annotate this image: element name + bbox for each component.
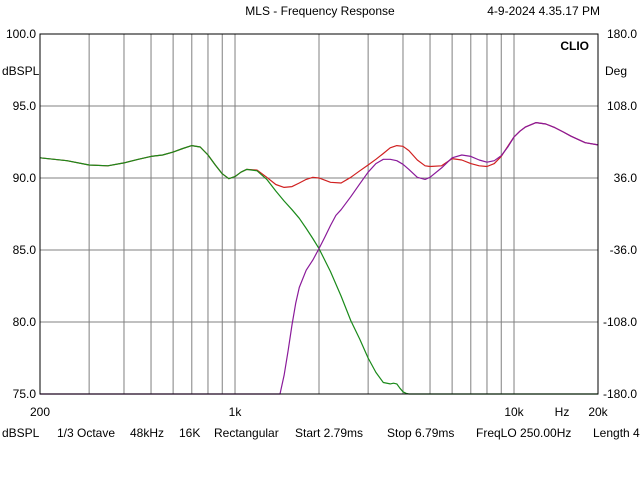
status-unit: dBSPL xyxy=(2,426,40,440)
y2-tick-label: 180.0 xyxy=(607,27,637,41)
x-tick-label: 1k xyxy=(229,405,243,419)
left-axis-unit: dBSPL xyxy=(2,64,40,78)
x-tick-label: 200 xyxy=(30,405,50,419)
grid-lines xyxy=(40,34,598,394)
status-start: Start 2.79ms xyxy=(295,426,364,440)
x-axis-unit: Hz xyxy=(555,405,570,419)
status-stop: Stop 6.79ms xyxy=(387,426,455,440)
y2-tick-label: 108.0 xyxy=(607,99,637,113)
y-tick-label: 95.0 xyxy=(13,99,37,113)
plot-frame xyxy=(39,33,599,395)
y-tick-label: 85.0 xyxy=(13,243,37,257)
tick-labels: 75.0 80.0 85.0 90.0 95.0 100.0 -180.0 -108.0 -36… xyxy=(6,27,637,419)
status-sample-rate: 48kHz xyxy=(130,426,165,440)
y-tick-label: 75.0 xyxy=(13,387,37,401)
y2-tick-label: 36.0 xyxy=(614,171,638,185)
y-tick-label: 80.0 xyxy=(13,315,37,329)
x-tick-label: 10k xyxy=(504,405,524,419)
status-window: Rectangular xyxy=(214,426,279,440)
y2-tick-label: -36.0 xyxy=(610,243,638,257)
series-lines xyxy=(39,121,599,395)
y2-tick-label: -108.0 xyxy=(603,315,637,329)
right-axis-unit: Deg xyxy=(605,64,627,78)
y2-tick-label: -180.0 xyxy=(603,387,637,401)
series-line-green xyxy=(39,145,598,395)
chart-title: MLS - Frequency Response xyxy=(245,4,395,18)
clio-brand: CLIO xyxy=(560,39,589,53)
status-smoothing: 1/3 Octave xyxy=(57,426,116,440)
x-tick-label: 20k xyxy=(588,405,608,419)
status-bar: dBSPL 1/3 Octave 48kHz 16K Rectangular S… xyxy=(0,426,640,444)
status-freq-lo: FreqLO 250.00Hz xyxy=(476,426,572,440)
status-fft-size: 16K xyxy=(179,426,201,440)
series-line-purple xyxy=(40,121,599,395)
timestamp: 4-9-2024 4.35.17 PM xyxy=(487,4,600,18)
y-tick-label: 90.0 xyxy=(13,171,37,185)
y-tick-label: 100.0 xyxy=(6,27,36,41)
status-length: Length 4 xyxy=(593,426,640,440)
